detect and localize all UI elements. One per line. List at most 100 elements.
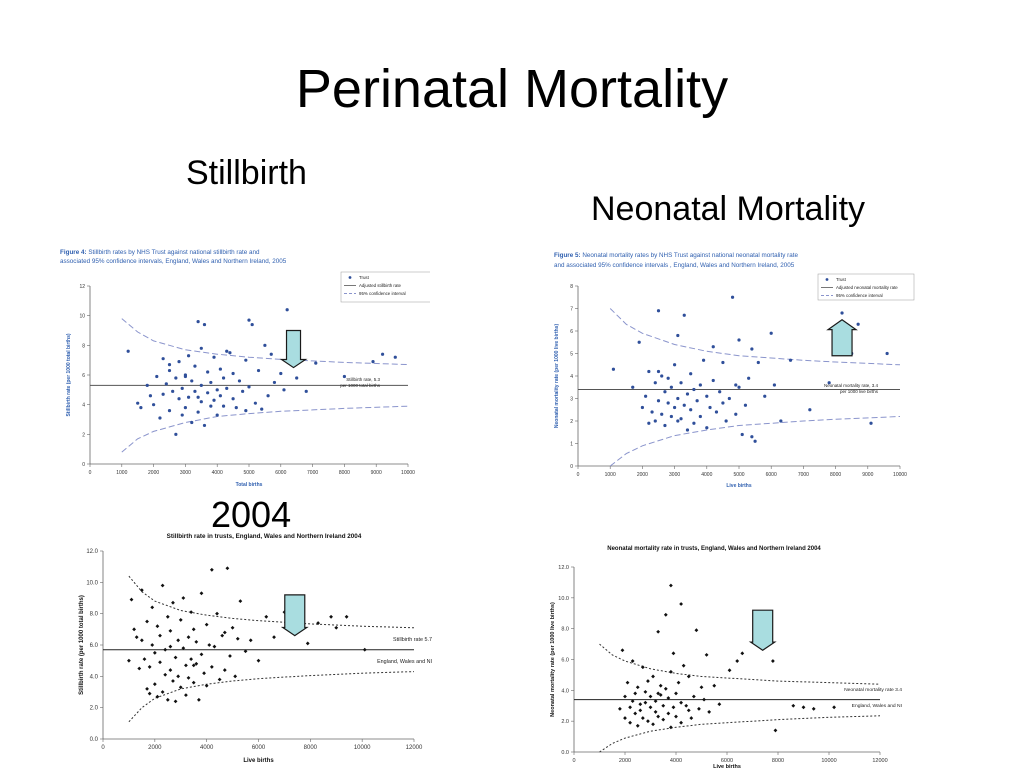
y-tick-label: 6 xyxy=(82,373,85,379)
trust-point xyxy=(676,680,681,685)
trust-point xyxy=(684,703,689,708)
trust-point xyxy=(686,708,691,713)
trust-point xyxy=(184,663,188,668)
trust-point xyxy=(644,394,648,398)
trust-point xyxy=(707,710,712,714)
trust-point xyxy=(145,383,149,387)
trust-point xyxy=(633,691,638,696)
trust-point xyxy=(801,705,806,710)
trust-point xyxy=(191,680,196,685)
x-tick-label: 2000 xyxy=(619,758,631,764)
trust-point xyxy=(199,400,203,404)
trust-point xyxy=(234,406,238,410)
trust-point xyxy=(244,358,248,362)
legend-entry: Adjusted stillbirth rate xyxy=(359,283,402,288)
trust-point xyxy=(160,690,165,694)
trust-point xyxy=(209,404,213,408)
x-tick-label: 0 xyxy=(572,758,575,764)
trust-point xyxy=(692,421,696,425)
trust-point xyxy=(727,668,732,673)
trust-point xyxy=(139,638,144,643)
trust-point xyxy=(168,644,173,649)
trust-point xyxy=(676,419,680,423)
trust-point xyxy=(222,668,227,672)
trust-point xyxy=(663,686,668,691)
figure-caption-line: associated 95% confidence intervals, Eng… xyxy=(60,258,287,265)
trust-point xyxy=(264,614,269,619)
trust-point xyxy=(193,389,197,393)
y-tick-label: 2 xyxy=(82,432,85,438)
trust-point xyxy=(827,381,831,385)
y-tick-label: 8 xyxy=(570,284,573,290)
figure-caption: Figure 5: Neonatal mortality rates by NH… xyxy=(554,252,798,259)
trust-point xyxy=(231,397,235,401)
trust-point xyxy=(362,647,367,652)
trust-point xyxy=(134,635,139,640)
trust-point xyxy=(221,376,226,380)
trust-point xyxy=(692,387,696,392)
trust-point xyxy=(247,385,251,389)
trust-point xyxy=(136,401,140,405)
trust-point xyxy=(161,392,165,396)
trust-point xyxy=(190,420,194,425)
stillbirth-heading: Stillbirth xyxy=(186,154,307,192)
y-tick-label: 6 xyxy=(570,329,573,335)
trust-point xyxy=(628,705,632,710)
trust-point xyxy=(788,358,793,362)
trust-point xyxy=(885,351,889,356)
trust-point xyxy=(663,423,667,428)
trust-point xyxy=(248,638,253,643)
trust-point xyxy=(186,354,191,358)
trust-point xyxy=(256,368,261,373)
figure-caption-prefix: Figure 5: xyxy=(554,252,582,259)
neonatal-2004-chart: Neonatal mortality rate in trusts, Engla… xyxy=(534,540,914,768)
trust-point xyxy=(679,700,683,705)
arrow-up-icon xyxy=(826,319,858,357)
trust-point xyxy=(186,635,191,640)
trust-point xyxy=(711,345,715,349)
trust-point xyxy=(630,699,635,704)
trust-point xyxy=(139,406,143,410)
trust-point xyxy=(660,412,664,416)
trust-point xyxy=(711,378,715,383)
trust-point xyxy=(171,389,175,393)
trust-point xyxy=(247,318,251,322)
trust-point xyxy=(651,674,655,679)
trust-point xyxy=(671,651,676,656)
trust-point xyxy=(658,683,663,688)
y-tick-label: 8 xyxy=(82,343,85,349)
national-rate-label: Neonatal mortality rate, 3.4 xyxy=(824,383,879,388)
x-tick-label: 4000 xyxy=(670,758,682,764)
trust-point xyxy=(174,376,178,380)
y-tick-label: 3 xyxy=(570,397,573,403)
trust-point xyxy=(168,668,173,672)
figure-caption-prefix: Figure 4: xyxy=(60,249,88,256)
x-axis-label: Live births xyxy=(713,764,741,768)
trust-point xyxy=(674,714,678,719)
trust-point xyxy=(708,405,712,410)
trust-point xyxy=(656,369,661,374)
trust-point xyxy=(148,394,153,398)
x-tick-label: 4000 xyxy=(701,472,712,478)
trust-point xyxy=(735,659,740,663)
x-tick-label: 6000 xyxy=(721,758,733,764)
national-rate-label: Stillbirth rate 5.7 xyxy=(393,637,432,643)
trust-point xyxy=(171,600,175,605)
trust-point xyxy=(721,401,725,405)
trust-point xyxy=(656,399,661,403)
y-tick-label: 10 xyxy=(79,314,85,320)
trust-point xyxy=(272,380,277,385)
upper-confidence-limit xyxy=(599,643,881,685)
trust-point xyxy=(666,711,671,716)
trust-point xyxy=(215,388,219,392)
trust-point xyxy=(656,629,661,634)
trust-point xyxy=(237,379,242,383)
trust-point xyxy=(127,658,131,663)
legend-entry: Adjusted neonatal mortality rate xyxy=(836,285,898,290)
trust-point xyxy=(168,629,173,633)
figure-caption-line: Stillbirth rates by NHS Trust against na… xyxy=(88,249,260,256)
trust-point xyxy=(191,627,196,632)
stillbirth-2005-chart: Figure 4: Stillbirth rates by NHS Trust … xyxy=(58,244,430,494)
region-label: England, Wales and NI xyxy=(377,659,432,665)
trust-point xyxy=(673,363,677,367)
